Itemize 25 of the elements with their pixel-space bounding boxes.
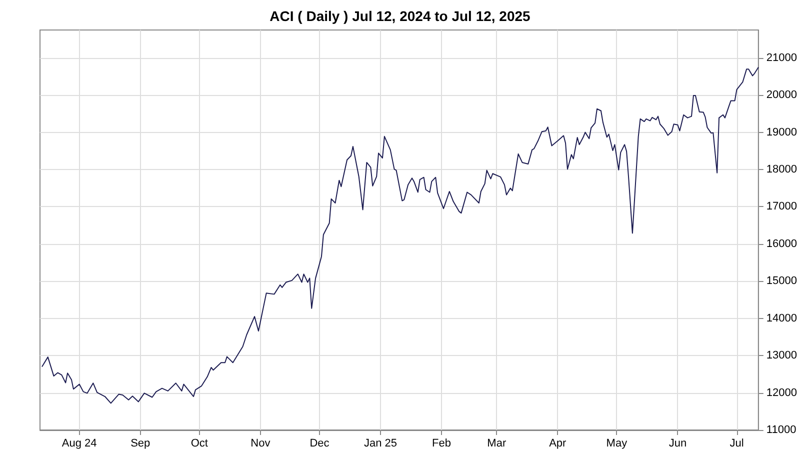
x-tick-label: Feb xyxy=(432,438,452,450)
x-tick-label: May xyxy=(606,438,628,450)
chart-title: ACI ( Daily ) Jul 12, 2024 to Jul 12, 2025 xyxy=(270,8,531,24)
x-tick-label: Apr xyxy=(549,438,567,450)
y-tick-label: 15000 xyxy=(766,275,798,288)
y-tick-label: 14000 xyxy=(766,312,798,324)
y-tick-label: 17000 xyxy=(766,200,798,213)
x-tick-label: Jan 25 xyxy=(364,438,398,450)
y-tick-label: 21000 xyxy=(766,52,798,64)
x-tick-label: Oct xyxy=(190,438,208,450)
x-tick-label: Jun xyxy=(668,438,687,450)
y-tick-label: 16000 xyxy=(766,238,798,250)
y-tick-label: 20000 xyxy=(766,89,798,102)
y-tick-label: 12000 xyxy=(766,386,798,399)
line-series xyxy=(41,66,759,404)
x-tick-label: Mar xyxy=(487,438,506,450)
y-tick-label: 13000 xyxy=(766,350,798,362)
x-tick-label: Jul xyxy=(730,438,744,450)
y-tick-label: 19000 xyxy=(766,126,798,138)
y-tick-label: 18000 xyxy=(766,164,798,176)
x-tick-label: Aug 24 xyxy=(62,438,97,450)
x-tick-label: Sep xyxy=(130,438,150,450)
y-tick-label: 11000 xyxy=(766,424,796,436)
x-tick-label: Nov xyxy=(250,438,271,450)
x-tick-label: Dec xyxy=(310,438,330,450)
